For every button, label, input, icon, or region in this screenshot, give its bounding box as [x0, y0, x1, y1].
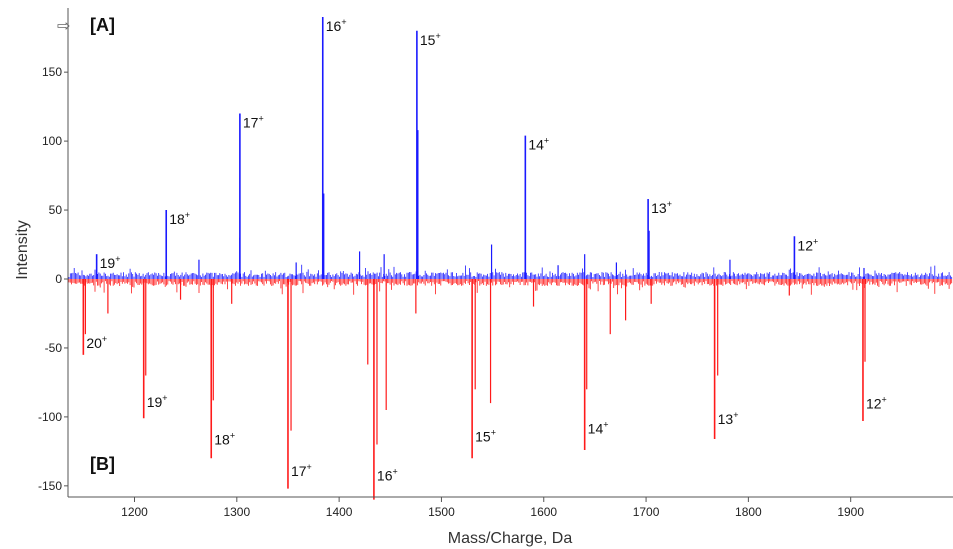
red-noise-trace [68, 279, 953, 295]
x-tick-label: 1300 [223, 505, 250, 519]
axes: [A] [B] Intensity Mass/Charge, Da 150 100… [14, 8, 953, 547]
charge-state-label: 18+ [169, 210, 190, 227]
charge-state-label: 20+ [86, 334, 107, 351]
y-axis-title: Intensity [14, 220, 31, 280]
charge-state-label: 16+ [326, 17, 347, 34]
panel-a-label: [A] [90, 15, 115, 35]
y-tick-labels: 150 100 50 0 -50 -100 -150 [38, 65, 68, 493]
charge-state-label: 14+ [528, 136, 549, 153]
charge-state-label: 13+ [651, 199, 672, 216]
peak-lines [82, 17, 866, 500]
charge-state-label: 15+ [420, 31, 441, 48]
panel-b-label: [B] [90, 454, 115, 474]
ion-labels: 19+ 18+ 17+ 16+ 15+ 14+ 13+ 12+ 20+ 19+ 18+ 17+ 16+ 1… [86, 17, 886, 483]
charge-state-label: 17+ [243, 114, 264, 131]
x-tick-label: 1600 [530, 505, 557, 519]
charge-state-label: 12+ [797, 236, 818, 253]
charge-state-label: 13+ [718, 410, 739, 427]
charge-state-label: 19+ [147, 393, 168, 410]
charge-state-label: 19+ [100, 254, 121, 271]
x-tick-label: 1400 [326, 505, 353, 519]
x-tick-label: 1800 [735, 505, 762, 519]
charge-state-label: 16+ [377, 466, 398, 483]
x-tick-label: 1700 [633, 505, 660, 519]
x-tick-label: 1500 [428, 505, 455, 519]
x-tick-labels: 1200 1300 1400 1500 1600 1700 1800 1900 [121, 497, 864, 519]
y-tick-label: -100 [38, 410, 62, 424]
y-tick-label: 150 [42, 65, 62, 79]
charge-state-label: 12+ [866, 395, 887, 412]
y-tick-label: -150 [38, 479, 62, 493]
charge-state-label: 17+ [291, 462, 312, 479]
charge-state-label: 15+ [475, 428, 496, 445]
x-tick-label: 1200 [121, 505, 148, 519]
charge-state-label: 18+ [214, 430, 235, 447]
x-axis-title: Mass/Charge, Da [448, 530, 573, 547]
y-tick-label: 100 [42, 134, 62, 148]
charge-state-label: 14+ [588, 419, 609, 436]
scroll-arrow-icon[interactable]: ⇨ [57, 16, 70, 35]
y-tick-label: 50 [49, 203, 63, 217]
blue-noise-trace [68, 264, 953, 279]
baseline-noise [68, 264, 953, 295]
y-tick-label: -50 [45, 341, 63, 355]
y-tick-label: 0 [55, 272, 62, 286]
x-tick-label: 1900 [837, 505, 864, 519]
